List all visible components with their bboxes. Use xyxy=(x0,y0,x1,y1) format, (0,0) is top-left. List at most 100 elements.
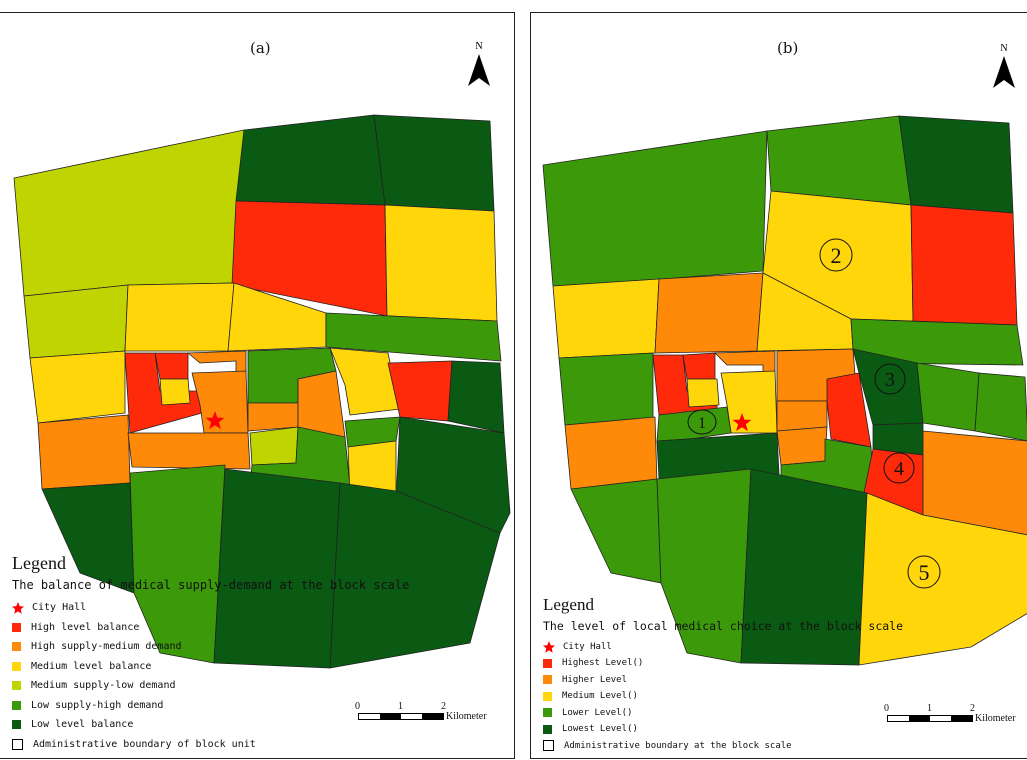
block xyxy=(826,372,872,448)
legend-item: Lower Level() xyxy=(543,705,903,722)
region-marker-circle xyxy=(687,409,717,435)
block xyxy=(325,312,502,362)
legend-item-label: Low level balance xyxy=(31,719,134,731)
legend-item-label: Administrative boundary of block unit xyxy=(33,738,256,750)
legend-items: City Hall High level balance High supply-m… xyxy=(12,598,409,754)
block xyxy=(542,130,768,287)
block xyxy=(387,360,453,422)
city-hall-star xyxy=(205,411,225,430)
block xyxy=(127,432,251,470)
block xyxy=(373,114,495,212)
scale-tick: 1 xyxy=(927,703,932,714)
color-swatch xyxy=(543,675,552,685)
legend-item-label: High supply-medium demand xyxy=(31,641,182,653)
block xyxy=(974,372,1027,442)
color-swatch xyxy=(543,691,552,701)
scale-tick: 0 xyxy=(355,701,360,712)
north-letter: N xyxy=(475,41,483,52)
legend-item: Medium Level() xyxy=(543,688,903,705)
block xyxy=(29,350,126,424)
legend-item: City Hall xyxy=(543,639,903,656)
legend-b: Legend The level of local medical choice… xyxy=(543,595,903,755)
legend-subtitle: The balance of medical supply-demand at … xyxy=(12,578,410,592)
block xyxy=(329,347,401,416)
scale-bar-b: 0 1 2 Kilometer xyxy=(884,703,1016,724)
block xyxy=(850,318,1024,366)
color-swatch xyxy=(12,661,21,671)
legend-a: Legend The balance of medical supply-dem… xyxy=(12,553,409,754)
region-label-3: 3 xyxy=(885,369,895,391)
legend-item-label: City Hall xyxy=(32,602,87,614)
color-swatch xyxy=(12,622,21,632)
region-marker-circle xyxy=(907,555,941,589)
map-panel-a: (a) N Legend The balance of medical supp… xyxy=(0,12,515,759)
legend-title: Legend xyxy=(12,553,66,573)
color-swatch xyxy=(543,708,552,718)
block xyxy=(656,406,732,442)
block xyxy=(129,464,226,664)
star-icon xyxy=(543,640,555,653)
block xyxy=(570,478,662,584)
scale-tick: 1 xyxy=(398,701,403,712)
panel-label-a: (a) xyxy=(250,39,271,57)
block xyxy=(329,482,501,669)
legend-item: Low level balance xyxy=(12,715,409,735)
legend-item: Administrative boundary of block unit xyxy=(12,735,409,755)
legend-item: Lowest Level() xyxy=(543,721,903,738)
block xyxy=(13,129,245,297)
legend-item-label: Higher Level xyxy=(562,674,628,685)
legend-item: City Hall xyxy=(12,598,409,618)
legend-item-label: Lower Level() xyxy=(562,707,633,718)
legend-subtitle: The level of local medical choice at the… xyxy=(543,618,904,633)
scale-tick: 0 xyxy=(884,703,889,714)
boundary-swatch xyxy=(543,740,554,752)
city-hall-star xyxy=(732,413,752,432)
block xyxy=(720,370,778,434)
legend-item: Highest Level() xyxy=(543,655,903,672)
north-arrow-icon xyxy=(993,56,1015,88)
block xyxy=(558,352,654,426)
block xyxy=(154,352,189,380)
region-label-4: 4 xyxy=(894,458,904,480)
legend-items: City Hall Highest Level() Higher Level Medi… xyxy=(543,639,903,755)
legend-item-label: High level balance xyxy=(31,621,140,633)
color-swatch xyxy=(12,642,21,652)
legend-item: Medium level balance xyxy=(12,657,409,677)
scale-tick: 2 xyxy=(970,703,975,714)
block xyxy=(858,492,1027,666)
legend-title: Legend xyxy=(543,594,594,614)
region-marker-circle xyxy=(819,238,853,272)
scale-unit: Kilometer xyxy=(446,711,487,722)
star-icon xyxy=(12,601,24,614)
legend-item-label: Low supply-high demand xyxy=(31,699,164,711)
legend-item: High level balance xyxy=(12,618,409,638)
block xyxy=(682,352,716,380)
legend-item: Administrative boundary at the block sca… xyxy=(543,738,903,755)
block xyxy=(447,360,505,434)
color-swatch xyxy=(543,658,552,668)
legend-item: Low supply-high demand xyxy=(12,696,409,716)
block xyxy=(384,204,498,322)
north-arrow-icon xyxy=(468,54,490,86)
block xyxy=(766,115,912,206)
block xyxy=(910,204,1018,326)
north-arrow-a: N xyxy=(464,41,494,90)
color-swatch xyxy=(12,681,21,691)
scale-tick: 2 xyxy=(441,701,446,712)
scale-bar-a: 0 1 2 Kilometer xyxy=(355,701,487,722)
legend-item-label: Highest Level() xyxy=(562,658,644,669)
block xyxy=(187,350,247,374)
color-swatch xyxy=(543,724,552,734)
legend-item-label: City Hall xyxy=(563,641,612,652)
legend-item-label: Medium Level() xyxy=(562,691,638,702)
legend-item-label: Medium supply-low demand xyxy=(31,680,176,692)
block xyxy=(922,430,1027,536)
block xyxy=(191,370,249,434)
legend-item: High supply-medium demand xyxy=(12,637,409,657)
region-label-5: 5 xyxy=(919,560,930,585)
block xyxy=(776,400,828,432)
boundary-swatch xyxy=(12,738,23,750)
block xyxy=(898,115,1014,214)
block xyxy=(247,402,299,432)
block xyxy=(654,272,764,354)
